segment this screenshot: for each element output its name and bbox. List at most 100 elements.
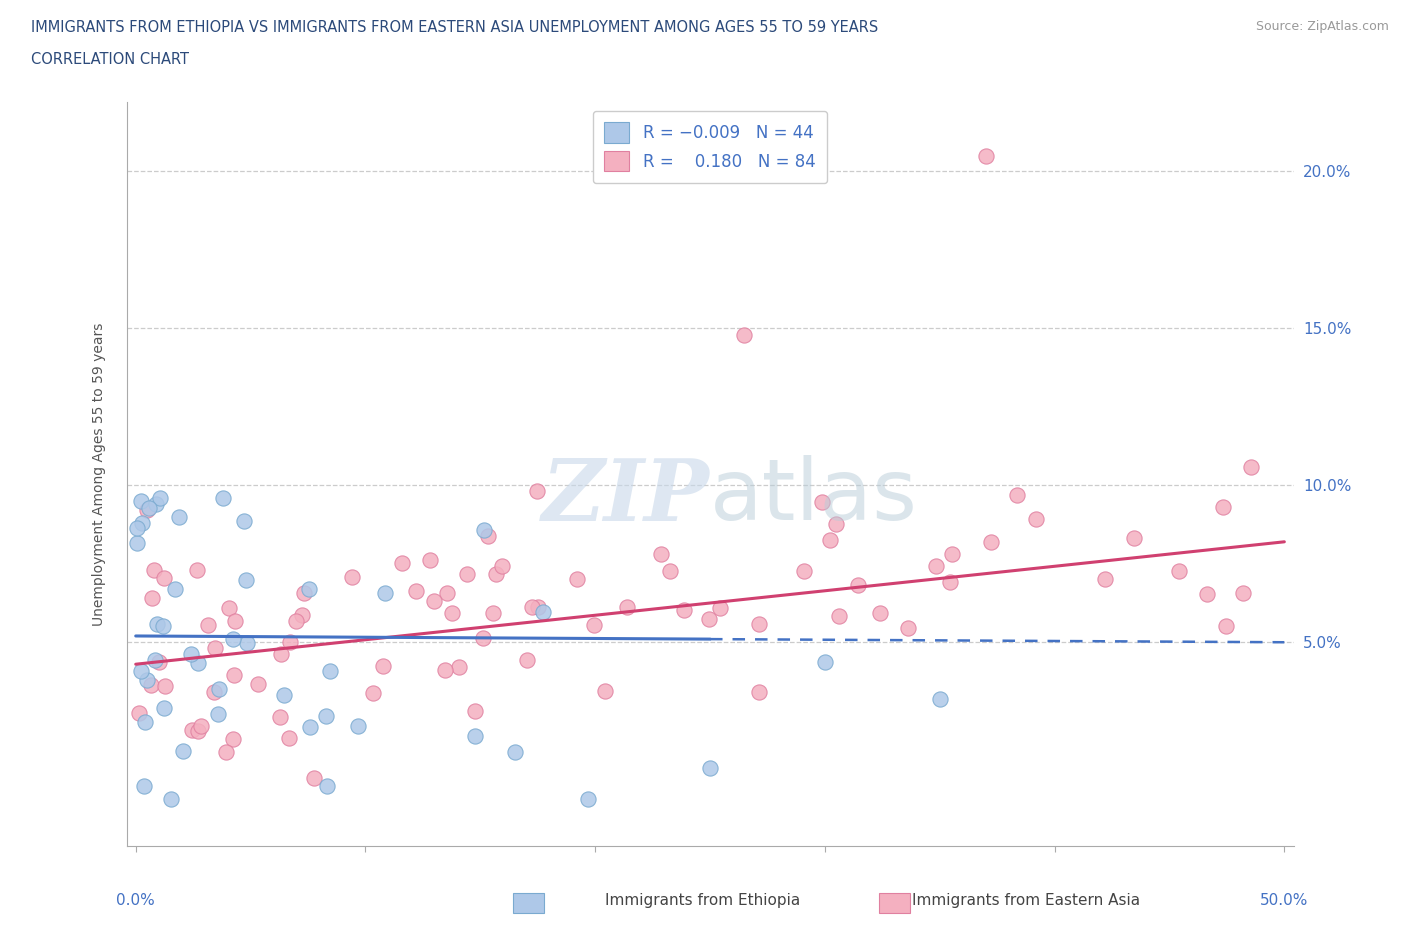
Point	[149, 490, 172, 505]
Point	[472, 631, 495, 645]
Point	[146, 617, 169, 631]
Point	[1232, 586, 1254, 601]
Point	[204, 641, 226, 656]
Point	[846, 578, 869, 592]
Point	[131, 515, 153, 530]
Point	[302, 770, 325, 785]
Point	[247, 677, 270, 692]
Text: CORRELATION CHART: CORRELATION CHART	[31, 52, 188, 67]
Point	[616, 600, 638, 615]
Point	[361, 685, 384, 700]
Point	[793, 564, 815, 578]
Point	[941, 546, 963, 561]
Y-axis label: Unemployment Among Ages 55 to 59 years: Unemployment Among Ages 55 to 59 years	[91, 323, 105, 626]
Point	[186, 563, 208, 578]
Point	[208, 682, 231, 697]
Point	[180, 646, 202, 661]
Point	[405, 584, 427, 599]
Point	[491, 558, 513, 573]
Point	[748, 684, 770, 699]
Point	[419, 552, 441, 567]
Text: 0.0%: 0.0%	[117, 894, 155, 909]
Text: Immigrants from Ethiopia: Immigrants from Ethiopia	[606, 893, 800, 908]
Point	[699, 611, 721, 626]
Point	[422, 593, 444, 608]
Point	[167, 510, 190, 525]
Point	[299, 720, 322, 735]
Point	[187, 724, 209, 738]
Point	[159, 791, 181, 806]
Text: IMMIGRANTS FROM ETHIOPIA VS IMMIGRANTS FROM EASTERN ASIA UNEMPLOYMENT AMONG AGES: IMMIGRANTS FROM ETHIOPIA VS IMMIGRANTS F…	[31, 20, 879, 35]
Point	[928, 691, 950, 706]
Point	[135, 502, 157, 517]
Point	[1239, 459, 1261, 474]
Point	[318, 664, 340, 679]
Point	[218, 601, 240, 616]
Text: ZIP: ZIP	[543, 455, 710, 538]
Point	[298, 582, 321, 597]
Point	[869, 605, 891, 620]
Point	[132, 778, 155, 793]
Text: Immigrants from Eastern Asia: Immigrants from Eastern Asia	[912, 893, 1140, 908]
Point	[1195, 586, 1218, 601]
Point	[138, 501, 160, 516]
Point	[180, 723, 202, 737]
Point	[153, 571, 176, 586]
Point	[315, 709, 337, 724]
Point	[531, 604, 554, 619]
Point	[222, 631, 245, 646]
Point	[709, 600, 731, 615]
Point	[141, 591, 163, 605]
Point	[190, 718, 212, 733]
Point	[464, 703, 486, 718]
Point	[125, 520, 148, 535]
Point	[658, 564, 681, 578]
Point	[129, 494, 152, 509]
Point	[477, 528, 499, 543]
Point	[233, 513, 256, 528]
Point	[273, 688, 295, 703]
Point	[481, 605, 503, 620]
Point	[748, 617, 770, 631]
Point	[136, 672, 159, 687]
Point	[224, 668, 246, 683]
Point	[143, 653, 166, 668]
Point	[814, 655, 837, 670]
Point	[153, 700, 176, 715]
Point	[292, 585, 315, 600]
Point	[650, 547, 672, 562]
Point	[1025, 512, 1047, 526]
Text: atlas: atlas	[710, 455, 918, 538]
Point	[143, 563, 166, 578]
Point	[340, 569, 363, 584]
Point	[347, 718, 370, 733]
Point	[825, 517, 848, 532]
Point	[278, 731, 301, 746]
Text: 50.0%: 50.0%	[1260, 894, 1309, 909]
Point	[145, 497, 167, 512]
Point	[576, 791, 599, 806]
Point	[285, 614, 308, 629]
Point	[449, 660, 471, 675]
Point	[1212, 499, 1234, 514]
Point	[734, 327, 756, 342]
Point	[291, 607, 314, 622]
Point	[139, 678, 162, 693]
Point	[974, 148, 997, 163]
Point	[526, 484, 548, 498]
Point	[207, 707, 229, 722]
Point	[148, 654, 170, 669]
Point	[485, 566, 508, 581]
Legend: R = −0.009   N = 44, R =    0.180   N = 84: R = −0.009 N = 44, R = 0.180 N = 84	[593, 111, 827, 183]
Point	[505, 745, 527, 760]
Point	[212, 490, 235, 505]
Point	[391, 555, 413, 570]
Point	[131, 663, 153, 678]
Point	[1215, 618, 1237, 633]
Point	[456, 566, 478, 581]
Point	[520, 599, 543, 614]
Point	[1094, 572, 1116, 587]
Point	[818, 533, 841, 548]
Point	[436, 586, 458, 601]
Point	[235, 573, 257, 588]
